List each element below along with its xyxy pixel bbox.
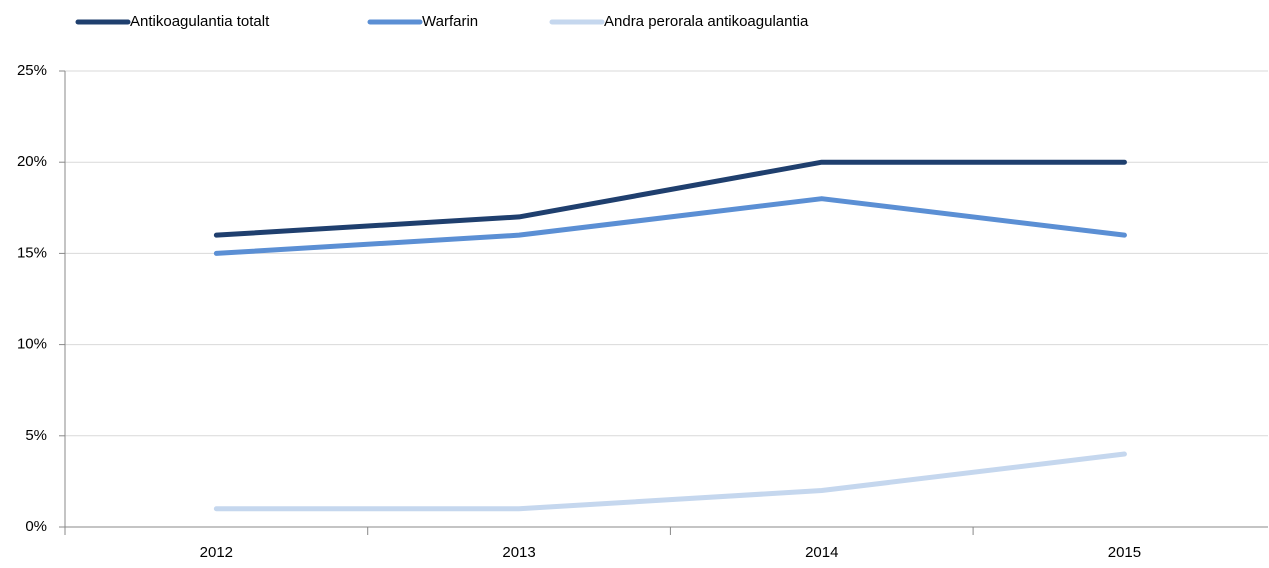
x-tick-label: 2015 xyxy=(1108,544,1141,561)
series-line xyxy=(213,159,1127,238)
x-tick-label: 2014 xyxy=(805,544,838,561)
series-line xyxy=(213,451,1127,512)
y-tick-label: 25% xyxy=(17,62,47,79)
y-tick-label: 0% xyxy=(25,518,47,535)
series-line xyxy=(213,196,1127,256)
x-tick-label: 2012 xyxy=(200,544,233,561)
x-tick-label: 2013 xyxy=(502,544,535,561)
y-tick-label: 15% xyxy=(17,244,47,261)
y-tick-label: 10% xyxy=(17,336,47,353)
y-tick-label: 20% xyxy=(17,153,47,170)
legend-label: Warfarin xyxy=(422,13,478,30)
y-tick-label: 5% xyxy=(25,427,47,444)
legend-label: Antikoagulantia totalt xyxy=(130,13,270,30)
legend-label: Andra perorala antikoagulantia xyxy=(604,13,809,30)
